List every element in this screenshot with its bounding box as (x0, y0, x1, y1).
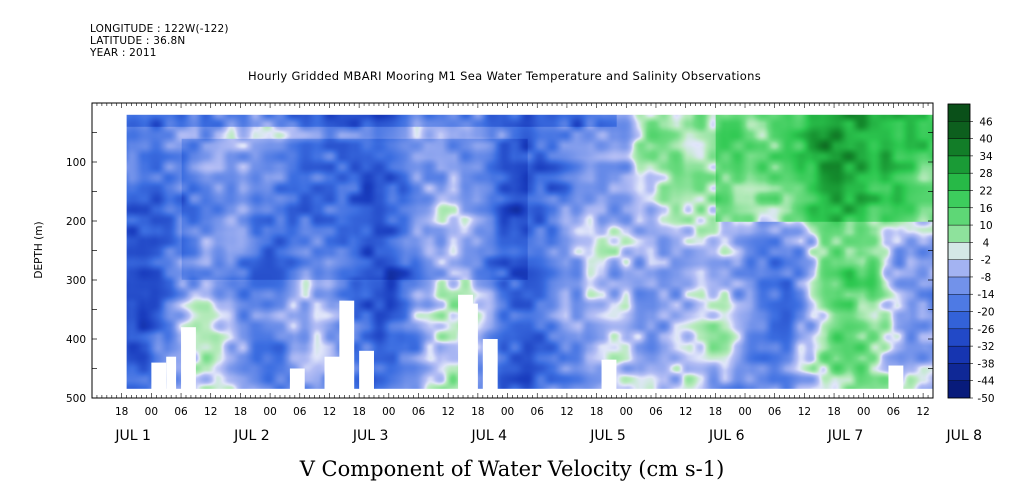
x-tick-label: 00 (145, 406, 158, 418)
gap-1 (166, 356, 177, 390)
gap-11 (888, 365, 904, 390)
velocity-heatmap (126, 114, 933, 389)
colorbar-swatch (947, 363, 971, 381)
colorbar-label: 10 (979, 220, 992, 232)
colorbar-label: -44 (977, 376, 994, 388)
colorbar-swatch (947, 224, 971, 243)
colorbar-swatch (947, 380, 971, 399)
x-tick-label: 00 (501, 406, 514, 418)
colorbar-label: 46 (979, 116, 993, 128)
y-tick-label: 400 (66, 334, 86, 346)
colorbar-label: 22 (979, 185, 992, 197)
x-day-label: JUL 4 (471, 428, 508, 444)
y-tick-label: 200 (66, 216, 86, 228)
x-tick-label: 00 (263, 406, 276, 418)
colorbar-swatch (947, 242, 971, 260)
x-tick-label: 18 (352, 406, 365, 418)
colorbar-swatch (947, 190, 971, 208)
colorbar-label: 28 (979, 168, 992, 180)
gap-2 (181, 327, 196, 390)
colorbar-label: -50 (977, 393, 994, 405)
x-tick-label: 12 (560, 406, 573, 418)
longitude-label: LONGITUDE : 122W(-122) (90, 23, 229, 35)
x-day-label: JUL 5 (589, 428, 626, 444)
x-day-label: JUL 1 (114, 428, 151, 444)
x-tick-label: 18 (709, 406, 722, 418)
colorbar-swatch (947, 311, 971, 330)
x-day-label: JUL 8 (945, 428, 982, 444)
gap-9 (482, 339, 498, 390)
colorbar-swatch (947, 138, 971, 157)
colorbar-label: 40 (979, 134, 992, 146)
colorbar-label: 4 (983, 237, 990, 249)
x-tick-label: 06 (531, 406, 545, 418)
x-tick-label: 06 (887, 406, 901, 418)
x-tick-label: 12 (916, 406, 929, 418)
gap-5 (339, 300, 355, 390)
y-axis-label: DEPTH (m) (33, 221, 45, 278)
x-tick-label: 18 (827, 406, 840, 418)
gap-6 (359, 350, 374, 390)
colorbar: 46 40 34 28 22 16 10 4 -2 -8 -14 -20 -26 -32 -38 -44 -50 (947, 103, 995, 405)
heatmap-image (126, 114, 933, 389)
colorbar-swatch (947, 103, 971, 122)
x-tick-label: 12 (442, 406, 455, 418)
y-tick-label: 100 (66, 157, 86, 169)
colorbar-swatch (947, 155, 971, 174)
colorbar-label: 34 (979, 151, 993, 163)
x-tick-label: 18 (115, 406, 128, 418)
chart-title: Hourly Gridded MBARI Mooring M1 Sea Wate… (247, 69, 762, 83)
x-tick-label: 12 (323, 406, 336, 418)
colorbar-swatch (947, 172, 971, 191)
x-tick-label: 00 (620, 406, 633, 418)
x-tick-label: 18 (234, 406, 247, 418)
colorbar-swatch (947, 207, 971, 226)
x-tick-label: 18 (471, 406, 484, 418)
colorbar-swatch (947, 276, 971, 295)
colorbar-swatch (947, 294, 971, 312)
colorbar-swatch (947, 121, 971, 139)
y-axis-ticks: 100 200 300 400 500 (66, 102, 933, 405)
x-tick-label: 06 (649, 406, 663, 418)
colorbar-label: -20 (977, 307, 994, 319)
x-day-label: JUL 2 (233, 428, 270, 444)
x-tick-label: 06 (293, 406, 307, 418)
x-day-label: JUL 6 (708, 428, 745, 444)
colorbar-label: 16 (979, 203, 993, 215)
year-label: YEAR : 2011 (90, 47, 157, 59)
x-tick-label: 06 (768, 406, 782, 418)
colorbar-swatch (947, 345, 971, 364)
latitude-label: LATITUDE : 36.8N (90, 35, 186, 47)
x-tick-label: 18 (590, 406, 603, 418)
gap-10 (601, 359, 617, 390)
x-tick-label: 06 (412, 406, 426, 418)
colorbar-swatch (947, 328, 971, 347)
x-tick-label: 12 (798, 406, 811, 418)
colorbar-label: -32 (977, 341, 994, 353)
gap-3 (289, 368, 305, 390)
y-tick-label: 300 (66, 275, 86, 287)
x-tick-label: 00 (382, 406, 395, 418)
x-tick-label: 00 (857, 406, 870, 418)
gap-8 (467, 303, 478, 390)
x-tick-label: 06 (174, 406, 188, 418)
colorbar-label: -38 (977, 358, 994, 370)
x-day-label: JUL 7 (827, 428, 864, 444)
x-tick-label: 12 (204, 406, 217, 418)
colorbar-swatch (947, 259, 971, 278)
missing-data-gaps (151, 294, 904, 390)
colorbar-frame (947, 103, 971, 399)
colorbar-label: -14 (977, 289, 994, 301)
y-tick-label: 500 (66, 393, 86, 405)
colorbar-label: -26 (977, 324, 994, 336)
colorbar-label: -8 (981, 272, 991, 284)
x-tick-label: 12 (679, 406, 692, 418)
colorbar-label: -2 (981, 255, 991, 267)
x-day-label: JUL 3 (352, 428, 389, 444)
x-axis-label: V Component of Water Velocity (cm s-1) (299, 457, 725, 481)
gap-0 (151, 362, 167, 390)
x-tick-label: 00 (738, 406, 751, 418)
x-axis-ticks: 18 00 06 12 18 00 06 12 18 00 06 12 18 00 06 12 18 00 06 12… (91, 103, 982, 444)
